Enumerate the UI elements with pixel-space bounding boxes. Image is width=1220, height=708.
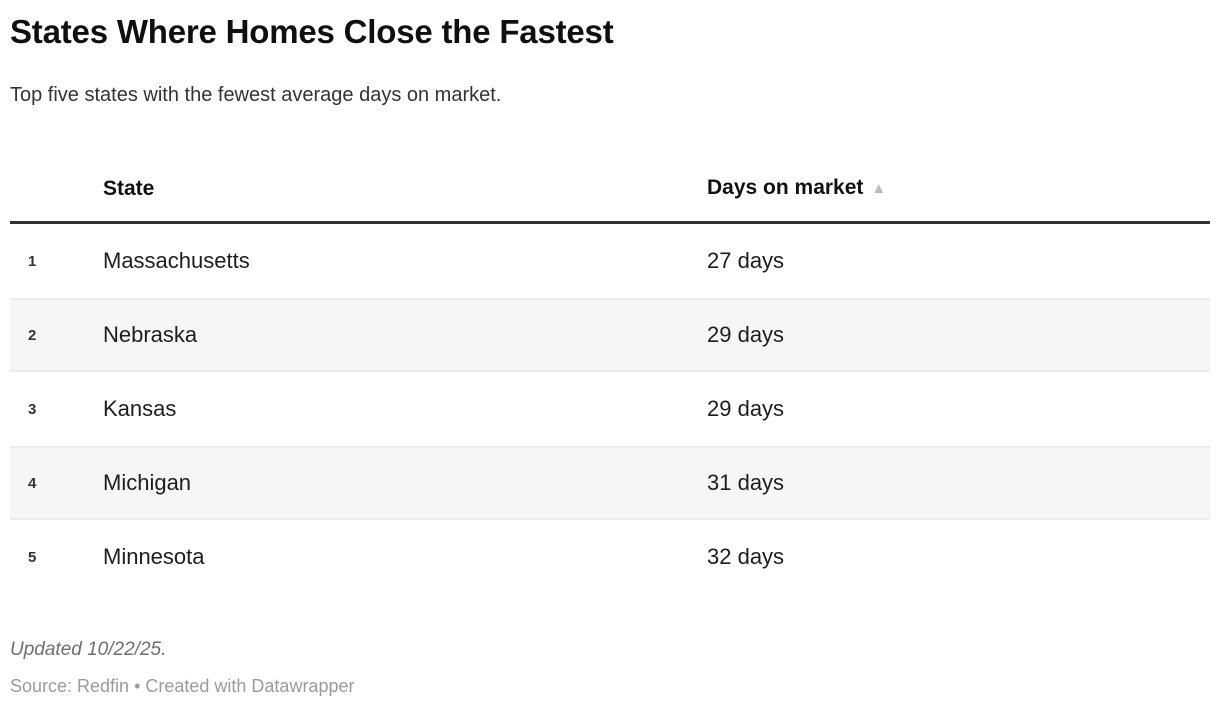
row-rank: 1: [28, 252, 37, 270]
row-rank: 4: [28, 474, 37, 492]
column-header-state-label: State: [103, 177, 155, 200]
table-footer: Updated 10/22/25. Source: Redfin • Creat…: [10, 638, 1210, 697]
table-row: 1 Massachusetts 27 days: [10, 224, 1210, 298]
row-state: Nebraska: [103, 322, 198, 347]
page-subtitle: Top five states with the fewest average …: [10, 84, 502, 106]
table-row: 3 Kansas 29 days: [10, 372, 1210, 446]
page-title: States Where Homes Close the Fastest: [10, 13, 614, 50]
row-rank: 2: [28, 326, 37, 344]
row-rank: 5: [28, 548, 37, 566]
footer-updated-note: Updated 10/22/25.: [10, 639, 167, 660]
table-body: 1 Massachusetts 27 days 2 Nebraska 29 da…: [10, 224, 1210, 594]
row-days: 29 days: [707, 322, 785, 347]
column-header-days[interactable]: Days on market ▲: [707, 175, 1210, 201]
row-days: 29 days: [707, 396, 785, 421]
table-header-row: State Days on market ▲: [10, 175, 1210, 224]
row-days: 31 days: [707, 470, 785, 495]
row-days: 27 days: [707, 248, 785, 273]
column-header-days-label: Days on market: [707, 176, 864, 199]
row-state: Massachusetts: [103, 248, 250, 273]
row-state: Kansas: [103, 396, 177, 421]
table-row: 5 Minnesota 32 days: [10, 520, 1210, 594]
row-state: Minnesota: [103, 544, 205, 569]
column-header-state[interactable]: State: [103, 176, 707, 201]
footer-source: Source: Redfin • Created with Datawrappe…: [10, 676, 355, 696]
sort-ascending-icon: ▲: [871, 180, 887, 197]
row-state: Michigan: [103, 470, 192, 495]
table-row: 4 Michigan 31 days: [10, 446, 1210, 520]
table-row: 2 Nebraska 29 days: [10, 298, 1210, 372]
row-days: 32 days: [707, 544, 785, 569]
row-rank: 3: [28, 400, 37, 418]
